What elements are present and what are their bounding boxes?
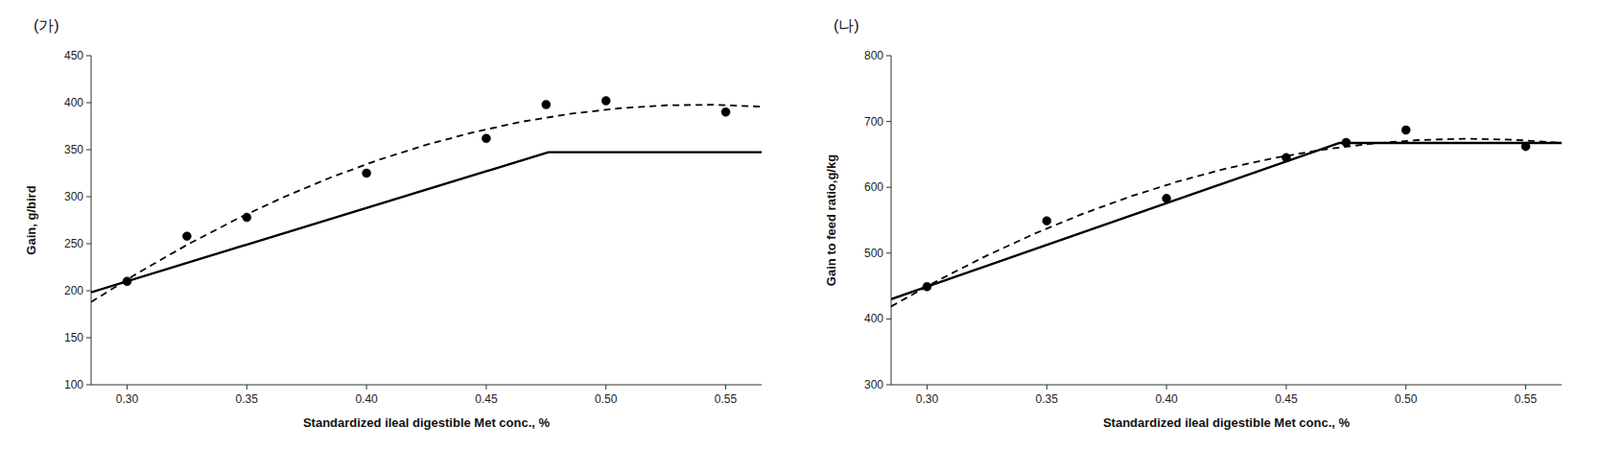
data-point [1162,193,1172,203]
y-tick [86,337,92,339]
y-axis-line [91,55,93,385]
data-point [1401,125,1411,135]
x-tick-label: 0.30 [116,392,140,406]
data-point [601,96,611,106]
y-tick-label: 600 [864,180,884,194]
x-tick [366,384,368,390]
x-tick [485,384,487,390]
x-tick [1525,384,1527,390]
y-tick-label: 150 [64,330,84,345]
y-tick-label: 100 [64,377,84,392]
data-point [362,168,372,178]
x-tick-label: 0.50 [594,392,618,406]
y-tick [86,102,92,104]
y-tick-label: 400 [64,95,84,110]
y-tick [86,55,92,57]
x-tick-label: 0.45 [474,392,498,406]
x-tick [1405,384,1407,390]
y-tick-label: 300 [64,189,84,204]
x-tick [725,384,727,390]
x-tick-label: 0.55 [714,392,738,406]
solid-line [891,142,1562,300]
data-point [1521,141,1530,151]
y-axis-label: Gain to feed ratio,g/kg [823,154,839,286]
x-tick-label: 0.40 [354,392,378,406]
y-tick [886,252,892,254]
dashed-line [91,104,762,303]
panel-label: (나) [833,17,860,34]
y-tick-label: 500 [864,246,884,260]
solid-line [91,152,762,293]
y-tick [886,187,892,189]
x-tick [246,384,248,390]
y-axis-label: Gain, g/bird [23,185,39,255]
data-point [1281,153,1291,163]
x-tick-label: 0.55 [1514,392,1538,406]
x-tick [1046,384,1048,390]
x-axis-label: Standardized ileal digestible Met conc.,… [303,415,551,430]
x-tick-label: 0.30 [916,392,940,406]
y-tick-label: 300 [864,377,884,392]
x-axis-label: Standardized ileal digestible Met conc.,… [1103,415,1351,430]
y-tick-label: 350 [64,142,84,157]
x-tick [1166,384,1168,390]
y-tick-label: 450 [64,48,84,63]
dashed-line [891,139,1562,307]
y-tick-label: 800 [864,48,884,63]
data-point [541,99,551,109]
plot-area [91,96,762,303]
y-tick [86,149,92,151]
x-tick-label: 0.45 [1274,392,1298,406]
data-point [481,134,491,143]
data-point [1042,216,1052,226]
x-tick [1285,384,1287,390]
y-tick [886,55,892,57]
y-tick [86,243,92,245]
plot-area [891,125,1562,306]
y-tick [86,384,92,386]
x-tick-label: 0.50 [1394,392,1418,406]
data-point [182,232,191,241]
x-tick-label: 0.35 [1035,392,1059,406]
y-tick [886,384,892,386]
y-tick [886,120,892,122]
data-point [1341,138,1351,147]
y-tick-label: 400 [864,311,884,326]
y-tick [886,318,892,320]
x-tick [926,384,928,390]
panel: 0.30 0.35 0.40 0.45 0.50 0.55 300 400 500 600 700 8… [823,17,1562,430]
panel-label: (가) [33,17,60,34]
data-point [242,212,252,222]
y-axis-line [891,55,893,385]
y-tick [86,290,92,292]
y-tick-label: 700 [864,115,884,129]
y-tick-label: 250 [64,236,84,251]
x-tick-label: 0.35 [235,392,259,406]
x-tick [605,384,607,390]
panel: 0.30 0.35 0.40 0.45 0.50 0.55 100 150 200 250 300 3… [23,17,762,430]
data-point [122,277,132,286]
figure: 0.30 0.35 0.40 0.45 0.50 0.55 100 150 200 250 300 3… [0,0,1600,450]
y-tick-label: 200 [64,283,84,298]
y-tick [86,196,92,198]
data-point [721,107,730,117]
x-tick-label: 0.40 [1154,392,1178,406]
x-tick [126,384,128,390]
data-point [922,282,932,291]
x-axis-line [891,384,1562,386]
x-axis-line [91,384,762,386]
